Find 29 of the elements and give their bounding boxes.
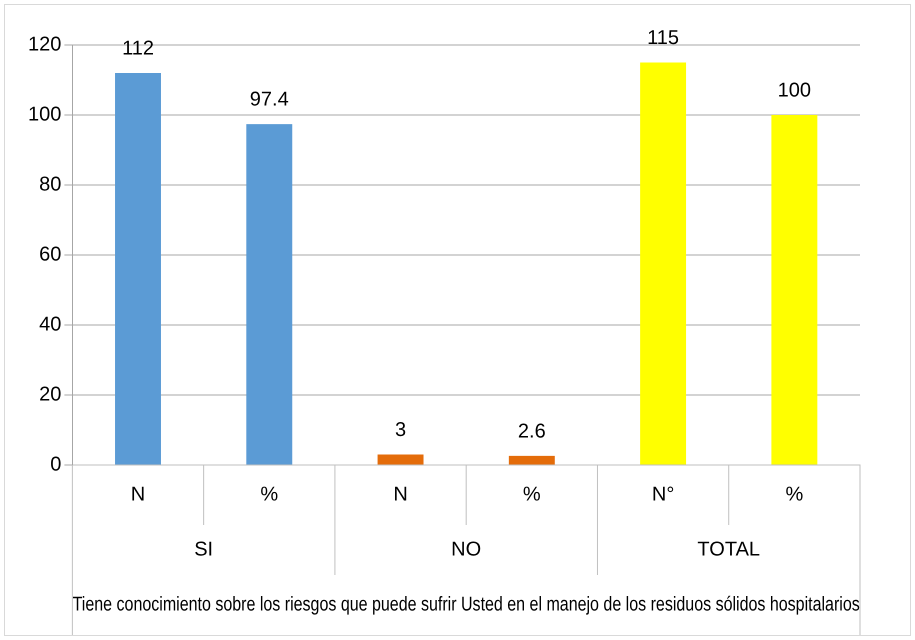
data-label: 2.6 [518,420,546,442]
x-tick-label: N [393,484,408,506]
y-tick-label: 80 [39,174,62,196]
bar [771,115,818,464]
y-tick-label: 120 [28,34,62,56]
y-tick-label: 20 [39,384,62,406]
y-tick-label: 40 [39,314,62,336]
x-tick-label: % [522,484,541,506]
data-label: 3 [394,419,406,442]
data-label: 97.4 [250,88,289,111]
x-tick-label: % [785,484,804,506]
x-tick-label: N [130,484,146,506]
y-tick-label: 0 [50,454,62,476]
data-label: 115 [647,27,680,50]
data-label: 112 [122,38,154,60]
data-label: 100 [778,80,812,102]
x-tick-label: % [260,484,278,506]
bar [508,456,555,464]
bar [246,124,292,464]
text: TOTAL [697,538,760,561]
bar [378,454,424,464]
bar [640,62,686,464]
x-axis-title: Tiene conocimiento sobre los riesgos que puede sufrir Usted en el manejo de los residuos sólidos hospitalarios [72,592,860,615]
y-tick-label: 60 [39,244,62,266]
bar [115,73,161,464]
y-tick-label: 100 [28,104,62,126]
text: SI [194,538,214,561]
x-tick-label: N° [652,484,674,506]
text: NO [451,538,482,561]
